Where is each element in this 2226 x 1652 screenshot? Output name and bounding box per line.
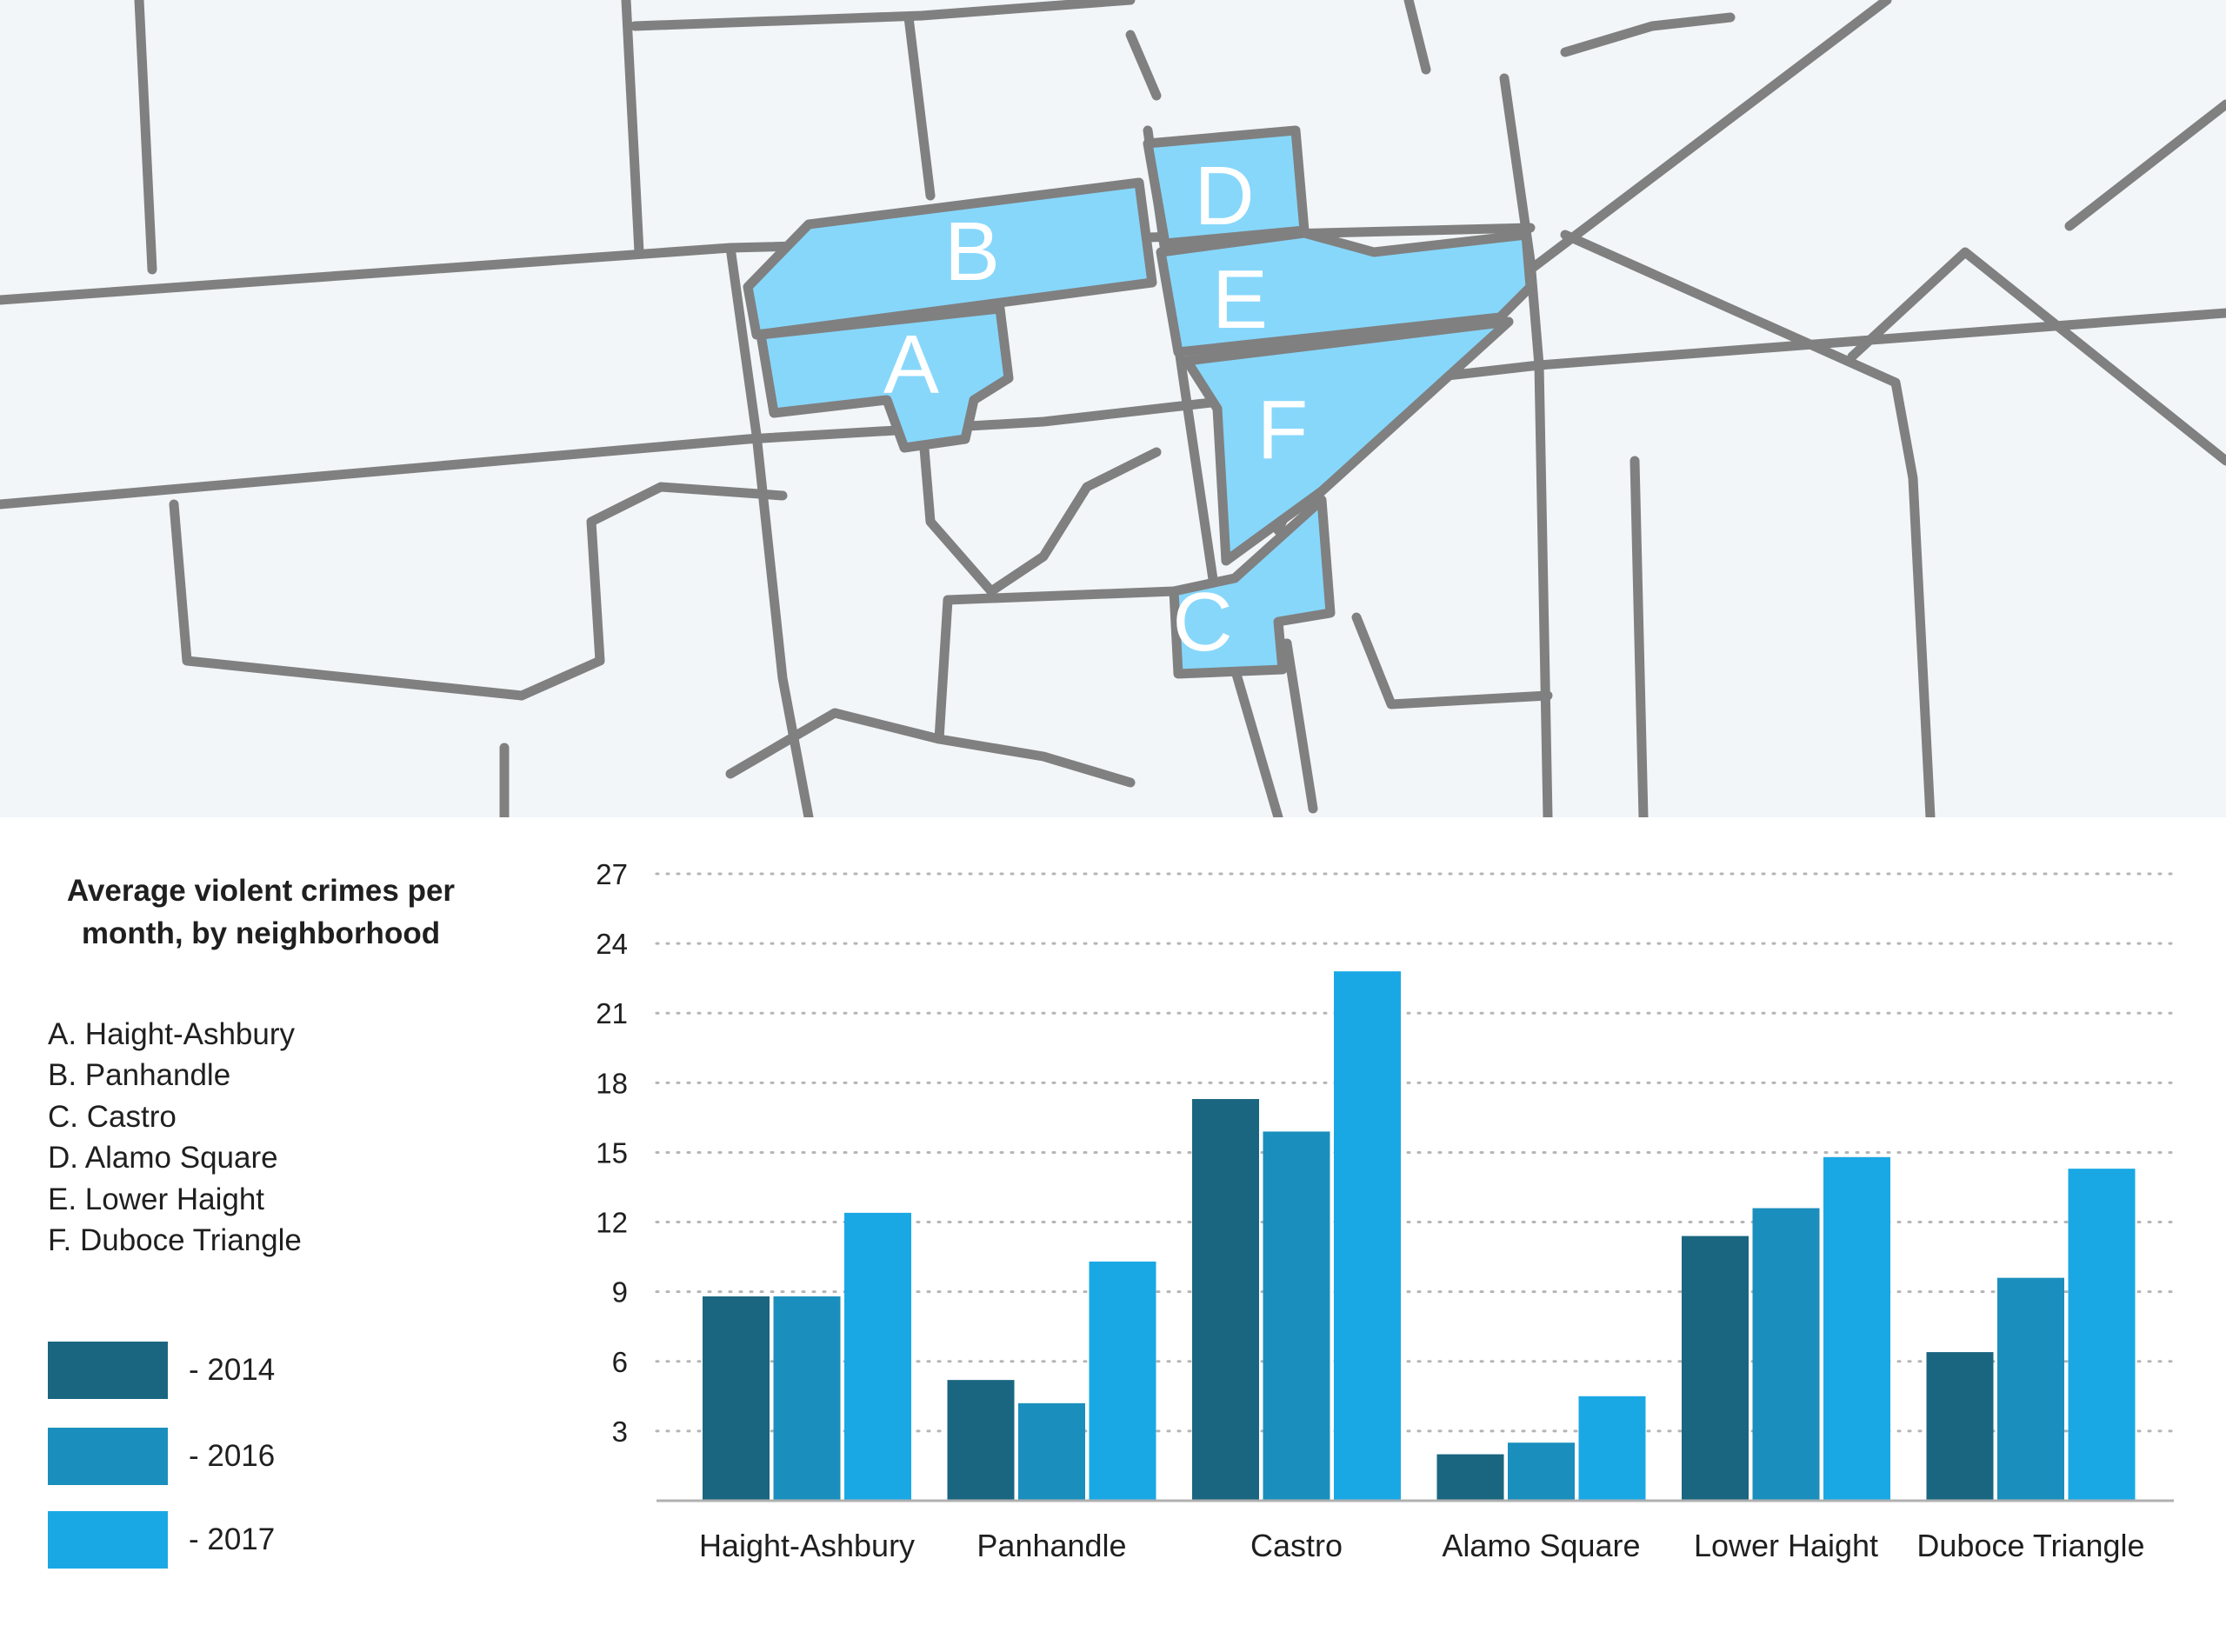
legend-item-2014: - 2014 — [48, 1342, 396, 1399]
bar — [2068, 1169, 2136, 1501]
region-label-d: D — [1194, 150, 1254, 243]
y-tick-label: 21 — [596, 997, 628, 1029]
bar — [1089, 1261, 1156, 1501]
street-line — [725, 243, 814, 817]
neighborhood-list-item: D. Alamo Square — [48, 1141, 278, 1176]
street-line — [2064, 99, 2226, 231]
y-tick-label: 6 — [612, 1346, 628, 1378]
street-line — [134, 0, 157, 275]
legend-swatch-2014 — [48, 1342, 168, 1399]
street-line — [916, 412, 1162, 596]
region-f — [1182, 316, 1514, 566]
legend-item-2016: - 2016 — [48, 1428, 396, 1485]
neighborhood-list-item: F. Duboce Triangle — [48, 1222, 302, 1257]
bar — [1926, 1352, 1994, 1501]
region-c — [1169, 495, 1336, 679]
region-label-c: C — [1172, 576, 1232, 669]
bar — [1334, 971, 1401, 1501]
legend-item-2017: - 2017 — [48, 1511, 396, 1569]
street-line — [621, 0, 644, 257]
region-e — [1156, 228, 1536, 357]
bar — [1508, 1442, 1575, 1501]
street-line — [517, 482, 788, 701]
neighborhood-list-item: B. Panhandle — [48, 1058, 231, 1093]
y-tick-label: 24 — [596, 928, 628, 960]
y-tick-label: 3 — [612, 1416, 628, 1448]
y-tick-label: 9 — [612, 1276, 628, 1309]
legend-label-2017: - 2017 — [189, 1522, 276, 1556]
neighborhood-list-item: E. Lower Haight — [48, 1182, 265, 1216]
bar — [1263, 1131, 1330, 1501]
map-panel: A B C D E F — [0, 0, 2226, 817]
region-b — [743, 177, 1157, 340]
bar — [703, 1296, 770, 1501]
legend-swatch-2016 — [48, 1428, 168, 1485]
bar — [773, 1296, 841, 1501]
bar — [1436, 1454, 1504, 1501]
region-label-e: E — [1212, 253, 1268, 346]
street-line — [1125, 30, 1162, 101]
x-category-label: Haight-Ashbury — [699, 1528, 915, 1563]
street-line — [934, 595, 953, 744]
bar — [1578, 1396, 1646, 1501]
neighborhood-map: A B C D E F — [0, 0, 2226, 817]
legend-label-2014: - 2014 — [189, 1353, 276, 1387]
bar — [844, 1212, 911, 1501]
highlighted-neighborhoods — [743, 125, 1536, 679]
street-line — [169, 499, 527, 701]
street-line — [1560, 12, 1736, 57]
street-line — [1560, 230, 1936, 817]
street-line — [1630, 456, 1649, 817]
y-tick-label: 15 — [596, 1136, 628, 1169]
street-line — [1847, 247, 2226, 466]
street-line — [1403, 0, 1431, 75]
x-category-label: Castro — [1250, 1528, 1343, 1563]
x-category-label: Duboce Triangle — [1916, 1528, 2144, 1563]
x-category-label: Panhandle — [976, 1528, 1126, 1563]
bar — [1682, 1236, 1749, 1501]
y-tick-label: 27 — [596, 858, 628, 890]
neighborhood-list-item: C. Castro — [48, 1099, 177, 1134]
street-line — [630, 0, 1136, 31]
x-category-label: Alamo Square — [1442, 1528, 1640, 1563]
street-line — [1282, 638, 1318, 814]
bar — [1018, 1402, 1085, 1501]
x-category-label: Lower Haight — [1694, 1528, 1878, 1563]
bar — [947, 1380, 1015, 1501]
neighborhood-list-item: A. Haight-Ashbury — [48, 1017, 296, 1051]
y-tick-label: 18 — [596, 1067, 628, 1099]
street-line — [1351, 612, 1553, 709]
bar — [1823, 1156, 1890, 1501]
street-line — [0, 308, 2226, 510]
region-label-a: A — [883, 318, 939, 411]
region-label-f: F — [1257, 383, 1309, 476]
legend-label-2016: - 2016 — [189, 1439, 276, 1473]
neighborhood-list: A. Haight-Ashbury B. Panhandle C. Castro… — [48, 1014, 302, 1261]
region-labels: A B C D E F — [883, 150, 1308, 669]
legend-title: Average violent crimes per month, by nei… — [66, 874, 456, 950]
street-line — [1499, 73, 1553, 817]
bar — [1192, 1099, 1259, 1501]
bar — [1752, 1208, 1820, 1501]
region-a — [756, 303, 1014, 453]
y-tick-label: 12 — [596, 1207, 628, 1239]
street-line — [903, 12, 936, 201]
region-label-b: B — [944, 205, 1000, 298]
bar — [1997, 1277, 2064, 1501]
legend-swatch-2017 — [48, 1511, 168, 1569]
